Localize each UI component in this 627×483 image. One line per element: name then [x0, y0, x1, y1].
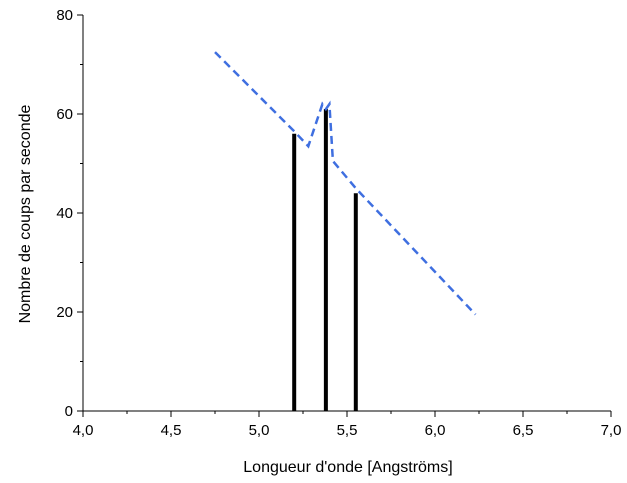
- x-tick-label: 4,0: [73, 422, 94, 439]
- x-tick-label: 7,0: [601, 422, 622, 439]
- y-tick-label: 0: [65, 403, 73, 420]
- x-tick-label: 6,0: [425, 422, 446, 439]
- x-ticks: 4,0 4,5 5,0 5,5 6,0 6,5 7,0: [73, 411, 622, 439]
- x-tick-label: 5,5: [337, 422, 358, 439]
- y-tick-label: 60: [56, 106, 73, 123]
- dashed-series-line: [214, 51, 477, 316]
- x-tick-label: 5,0: [249, 422, 270, 439]
- x-axis-title: Longueur d'onde [Angströms]: [243, 459, 452, 476]
- x-tick-label: 6,5: [513, 422, 534, 439]
- plot-area: [214, 51, 477, 411]
- y-tick-label: 40: [56, 205, 73, 222]
- axes: 4,0 4,5 5,0 5,5 6,0 6,5 7,0 0 20 40 60 80: [56, 7, 621, 439]
- y-tick-label: 80: [56, 7, 73, 24]
- y-tick-label: 20: [56, 304, 73, 321]
- x-tick-label: 4,5: [161, 422, 182, 439]
- y-axis-title: Nombre de coups par seconde: [17, 105, 34, 324]
- y-ticks: 0 20 40 60 80: [56, 7, 83, 420]
